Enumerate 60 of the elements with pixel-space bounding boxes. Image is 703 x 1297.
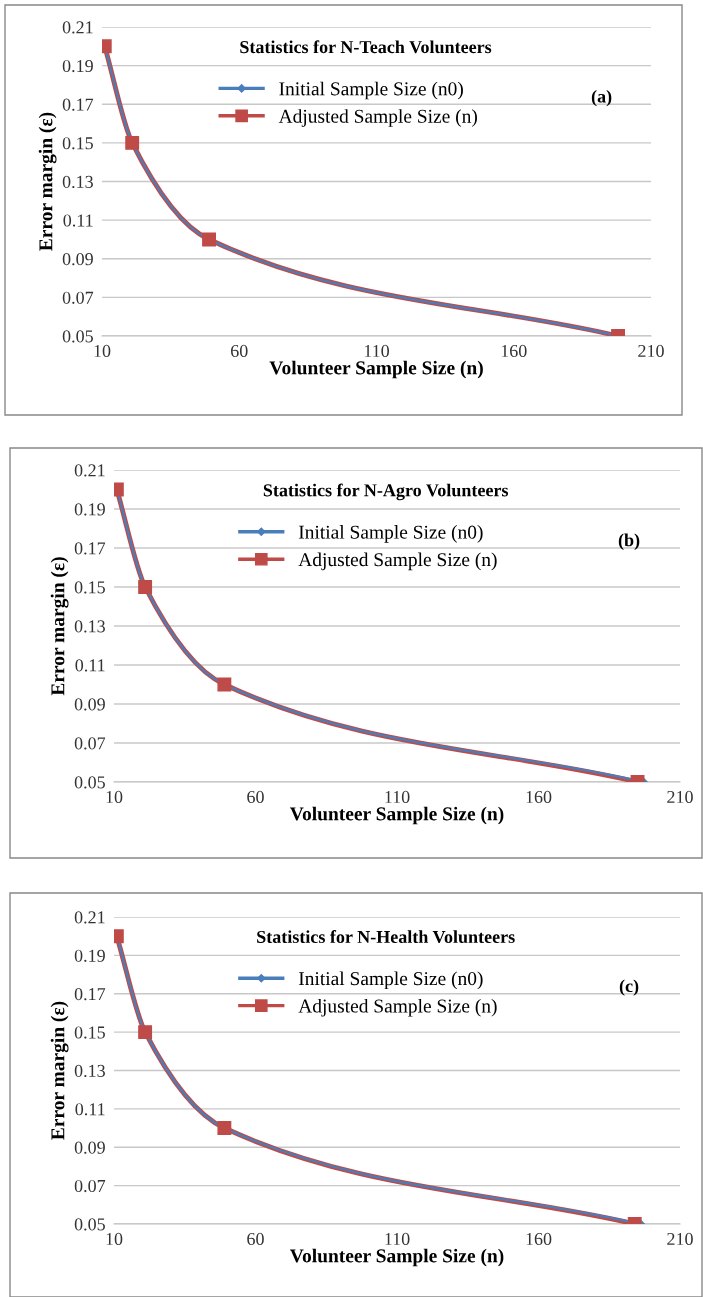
x-tick-label: 160 bbox=[526, 1232, 552, 1246]
y-tick-label: 0.21 bbox=[74, 464, 105, 477]
y-tick-label: 0.17 bbox=[74, 542, 106, 555]
x-tick-label: 60 bbox=[247, 1232, 264, 1246]
x-tick-label: 160 bbox=[526, 790, 552, 804]
x-tick-label: 10 bbox=[94, 344, 111, 358]
legend-label: Adjusted Sample Size (n) bbox=[298, 552, 497, 571]
y-tick-label: 0.09 bbox=[74, 1141, 105, 1154]
x-tick-label: 210 bbox=[667, 790, 693, 804]
y-tick-label: 0.21 bbox=[62, 21, 93, 34]
x-tick-label: 60 bbox=[247, 790, 264, 804]
y-tick-label: 0.19 bbox=[74, 949, 105, 962]
x-tick-label: 110 bbox=[385, 790, 410, 804]
y-tick-label: 0.13 bbox=[74, 620, 105, 633]
y-tick-label: 0.13 bbox=[74, 1064, 105, 1078]
y-tick-label: 0.15 bbox=[62, 137, 93, 150]
y-tick-label: 0.19 bbox=[74, 503, 105, 516]
legend-label: Adjusted Sample Size (n) bbox=[278, 109, 477, 127]
y-axis-title: Error margin (ε) bbox=[38, 112, 57, 251]
x-tick-label: 160 bbox=[501, 344, 527, 358]
y-tick-label: 0.09 bbox=[74, 698, 105, 711]
legend-label: Adjusted Sample Size (n) bbox=[298, 998, 497, 1017]
y-tick-label: 0.05 bbox=[74, 1218, 105, 1231]
y-tick-label: 0.07 bbox=[74, 1179, 106, 1193]
y-tick-label: 0.05 bbox=[62, 330, 93, 343]
legend-label: Initial Sample Size (n0) bbox=[298, 525, 483, 543]
y-tick-label: 0.21 bbox=[74, 911, 105, 924]
x-axis-title: Volunteer Sample Size (n) bbox=[289, 1248, 504, 1267]
y-tick-label: 0.17 bbox=[62, 98, 94, 111]
y-tick-label: 0.11 bbox=[63, 214, 93, 227]
y-tick-label: 0.13 bbox=[62, 175, 93, 189]
text: Statistics for N-Health Volunteers bbox=[257, 930, 515, 944]
annotation: (b) bbox=[618, 533, 640, 550]
x-tick-label: 10 bbox=[106, 1232, 123, 1246]
y-tick-label: 0.07 bbox=[62, 291, 94, 304]
legend-label: Initial Sample Size (n0) bbox=[298, 971, 483, 990]
x-tick-label: 60 bbox=[231, 344, 248, 358]
annotation: (c) bbox=[619, 979, 639, 996]
y-tick-label: 0.15 bbox=[74, 581, 105, 594]
y-tick-label: 0.07 bbox=[74, 737, 106, 750]
x-tick-label: 10 bbox=[106, 790, 123, 804]
x-axis-title: Volunteer Sample Size (n) bbox=[289, 806, 504, 825]
legend-label: Initial Sample Size (n0) bbox=[279, 81, 463, 100]
y-tick-label: 0.11 bbox=[75, 659, 105, 672]
y-tick-label: 0.19 bbox=[62, 59, 93, 73]
y-tick-label: 0.15 bbox=[74, 1026, 105, 1039]
text: Statistics for N-Agro Volunteers bbox=[263, 483, 509, 501]
x-tick-label: 110 bbox=[364, 344, 390, 358]
y-axis-title: Error margin (ε) bbox=[50, 557, 69, 696]
y-tick-label: 0.09 bbox=[62, 253, 93, 266]
x-tick-label: 110 bbox=[385, 1232, 410, 1246]
y-tick-label: 0.05 bbox=[74, 776, 105, 789]
y-tick-label: 0.17 bbox=[74, 988, 106, 1001]
x-axis-title: Volunteer Sample Size (n) bbox=[269, 360, 483, 379]
x-tick-label: 210 bbox=[667, 1232, 693, 1246]
y-tick-label: 0.11 bbox=[75, 1103, 105, 1116]
x-tick-label: 210 bbox=[638, 344, 664, 358]
text: Statistics for N-Teach Volunteers bbox=[240, 40, 492, 54]
annotation: (a) bbox=[591, 89, 612, 107]
y-axis-title: Error margin (ε) bbox=[50, 1001, 69, 1140]
